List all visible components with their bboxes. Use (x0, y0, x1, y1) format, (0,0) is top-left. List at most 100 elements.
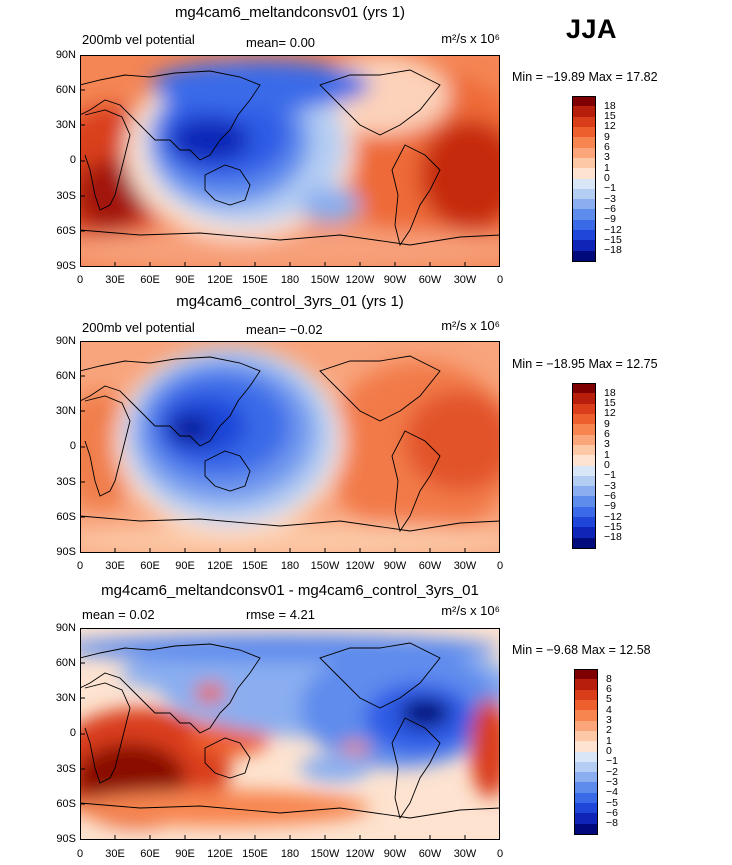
panel1-xtick: 90E (175, 274, 195, 286)
panel2-xtick: 90E (175, 560, 195, 572)
panel2-ytick: 90S (56, 546, 76, 558)
panel1-xtick: 180 (280, 274, 300, 286)
colorbar-label: 1 (604, 448, 610, 461)
panel3-map (80, 628, 500, 840)
panel3-xtick: 180 (280, 848, 300, 860)
panel1-ytick: 90N (55, 49, 76, 61)
colorbar-swatch (574, 751, 598, 763)
panel3-ytick: 30N (55, 692, 76, 704)
colorbar-label: 12 (604, 407, 616, 420)
panel3-ytick: 90N (55, 622, 76, 634)
panel1-xtick: 120E (207, 274, 233, 286)
panel3-xtick: 30E (105, 848, 125, 860)
colorbar-label: −9 (604, 213, 616, 226)
panel3-xtick: 0 (496, 848, 504, 860)
panel3-xtick: 90E (175, 848, 195, 860)
panel2-ytick: 90N (55, 335, 76, 347)
colorbar-label: 9 (604, 130, 610, 143)
colorbar-label: 6 (604, 428, 610, 441)
panel2-xtick: 30E (105, 560, 125, 572)
colorbar-label: −5 (606, 796, 618, 809)
colorbar-label: −3 (604, 192, 616, 205)
colorbar-swatch (574, 699, 598, 711)
panel1-xtick: 0 (76, 274, 84, 286)
colorbar-swatch (574, 792, 598, 804)
panel1-xtick: 30W (453, 274, 477, 286)
colorbar-label: 1 (604, 161, 610, 174)
panel1-xtick: 150E (242, 274, 268, 286)
colorbar-swatch (572, 106, 596, 118)
colorbar-label: 12 (604, 120, 616, 133)
colorbar-label: −3 (604, 479, 616, 492)
colorbar-swatch (574, 689, 598, 701)
colorbar-label: −18 (604, 244, 622, 257)
colorbar-label: 4 (606, 703, 612, 716)
panel2-minmax: Min = −18.95 Max = 12.75 (512, 357, 658, 371)
panel1-mean: mean= 0.00 (246, 35, 316, 50)
panel3-colorbar (574, 669, 598, 835)
colorbar-label: −6 (606, 806, 618, 819)
panel2-xtick: 120W (345, 560, 375, 572)
colorbar-label: −9 (604, 500, 616, 513)
colorbar-swatch (572, 424, 596, 436)
colorbar-swatch (574, 710, 598, 722)
colorbar-label: −12 (604, 223, 622, 236)
colorbar-swatch (574, 823, 598, 835)
panel1-ytick: 60N (55, 84, 76, 96)
panel1-title: mg4cam6_meltandconsv01 (yrs 1) (174, 4, 406, 21)
colorbar-label: 0 (604, 459, 610, 471)
colorbar-swatch (574, 669, 598, 680)
panel2-xtick: 150W (310, 560, 340, 572)
colorbar-label: −15 (604, 520, 622, 533)
panel1-xtick: 60E (140, 274, 160, 286)
colorbar-label: −1 (606, 755, 618, 768)
panel3-xtick: 90W (383, 848, 407, 860)
panel1-xtick: 120W (345, 274, 375, 286)
colorbar-swatch (572, 496, 596, 508)
panel3-ytick: 60S (56, 798, 76, 810)
panel3-ytick: 90S (56, 833, 76, 845)
panel2-map (80, 341, 500, 553)
panel2-ytick: 60S (56, 511, 76, 523)
panel3-units: m²/s x 10⁶ (441, 603, 500, 618)
colorbar-swatch (572, 250, 596, 262)
colorbar-swatch (572, 413, 596, 425)
colorbar-swatch (572, 147, 596, 159)
panel2-ytick: 60N (55, 370, 76, 382)
panel1-xtick: 30E (105, 274, 125, 286)
colorbar-swatch (574, 772, 598, 783)
panel1-units: m²/s x 10⁶ (441, 31, 500, 46)
colorbar-label: 8 (606, 672, 612, 685)
panel3-mean: mean = 0.02 (82, 607, 155, 622)
colorbar-swatch (572, 219, 596, 231)
panel3-ytick: 60N (55, 657, 76, 669)
panel1-xtick: 60W (418, 274, 442, 286)
panel1-ytick: 30S (56, 190, 76, 202)
panel1-ytick: 90S (56, 260, 76, 272)
colorbar-label: 15 (604, 397, 616, 410)
colorbar-swatch (572, 393, 596, 405)
panel2-title: mg4cam6_control_3yrs_01 (yrs 1) (176, 293, 404, 310)
colorbar-label: 1 (606, 734, 612, 747)
colorbar-swatch (572, 455, 596, 466)
panel3-xtick: 150E (242, 848, 268, 860)
panel3-xtick: 150W (310, 848, 340, 860)
panel2-ytick: 30S (56, 476, 76, 488)
panel1-xtick: 150W (310, 274, 340, 286)
panel2-xtick: 0 (76, 560, 84, 572)
colorbar-swatch (574, 730, 598, 742)
colorbar-swatch (572, 126, 596, 138)
panel3-title: mg4cam6_meltandconsv01 - mg4cam6_control… (101, 582, 479, 599)
panel2-mean: mean= −0.02 (246, 322, 323, 337)
colorbar-swatch (572, 188, 596, 200)
colorbar-swatch (572, 116, 596, 128)
panel3-rmse: rmse = 4.21 (246, 607, 316, 622)
colorbar-label: −2 (606, 765, 618, 778)
panel1-xtick: 0 (496, 274, 504, 286)
panel2-xtick: 150E (242, 560, 268, 572)
colorbar-label: −12 (604, 510, 622, 523)
panel2-ytick: 0 (69, 440, 76, 452)
colorbar-label: −6 (604, 489, 616, 502)
colorbar-label: −15 (604, 233, 622, 246)
panel2-xtick: 90W (383, 560, 407, 572)
